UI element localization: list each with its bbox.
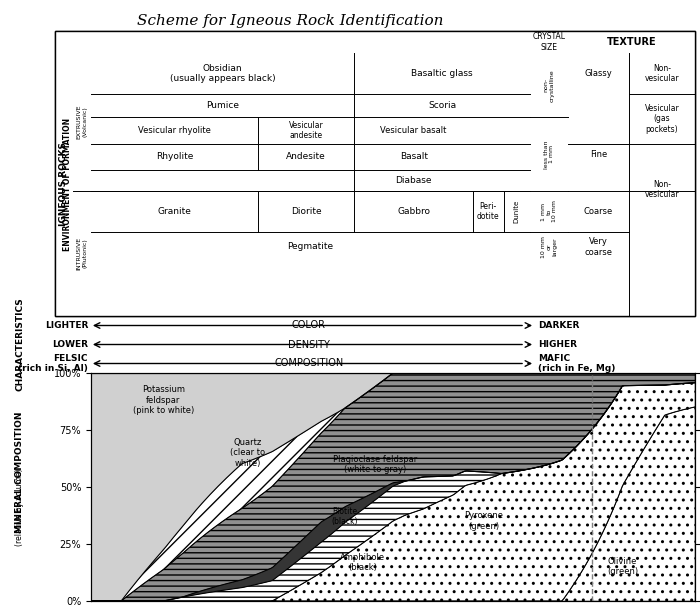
Bar [55, 31, 695, 316]
Text: CRYSTAL
SIZE: CRYSTAL SIZE [533, 32, 566, 52]
Text: Amphibole
(black): Amphibole (black) [340, 553, 386, 572]
Text: Coarse: Coarse [584, 207, 613, 216]
Text: Fine: Fine [590, 150, 607, 159]
Text: TEXTURE: TEXTURE [607, 37, 657, 47]
Bar [73, 53, 91, 191]
Text: DARKER: DARKER [538, 321, 580, 330]
Text: Scheme for Igneous Rock Identification: Scheme for Igneous Rock Identification [136, 14, 443, 28]
Text: HIGHER: HIGHER [538, 340, 577, 349]
Text: FELSIC
(rich in Si, Al): FELSIC (rich in Si, Al) [18, 354, 88, 373]
Text: Dunite: Dunite [514, 200, 520, 223]
Text: Granite: Granite [158, 207, 191, 216]
Text: Diorite: Diorite [290, 207, 321, 216]
Text: Scoria: Scoria [428, 101, 456, 110]
Text: Plagioclase feldspar
(white to gray): Plagioclase feldspar (white to gray) [332, 454, 417, 474]
Text: Very
coarse: Very coarse [584, 238, 612, 257]
Text: Non-
vesicular: Non- vesicular [645, 64, 679, 83]
Text: Olivine
(green): Olivine (green) [607, 557, 638, 576]
Text: Rhyolite: Rhyolite [155, 152, 193, 161]
Text: Glassy: Glassy [584, 69, 612, 78]
Bar [73, 53, 91, 316]
Text: MINERAL COMPOSITION: MINERAL COMPOSITION [15, 411, 24, 533]
Text: Quartz
(clear to
white): Quartz (clear to white) [230, 438, 265, 468]
Text: non-
crystalline: non- crystalline [544, 69, 554, 102]
Text: Biotite
(black): Biotite (black) [331, 507, 358, 527]
Text: Obsidian
(usually appears black): Obsidian (usually appears black) [170, 64, 276, 83]
Text: LIGHTER: LIGHTER [45, 321, 88, 330]
Text: Basaltic glass: Basaltic glass [412, 69, 473, 78]
Text: Andesite: Andesite [286, 152, 326, 161]
Text: Vesicular
andesite: Vesicular andesite [288, 121, 323, 140]
Text: Vesicular
(gas
pockets): Vesicular (gas pockets) [645, 104, 680, 134]
Bar [73, 191, 91, 316]
Text: CHARACTERISTICS: CHARACTERISTICS [15, 298, 24, 391]
Text: Vesicular basalt: Vesicular basalt [381, 126, 447, 135]
Bar [55, 31, 695, 316]
Text: Gabbro: Gabbro [397, 207, 430, 216]
Text: Pyroxene
(green): Pyroxene (green) [464, 511, 503, 531]
Bar [530, 31, 568, 53]
Text: LOWER: LOWER [52, 340, 88, 349]
Text: Diabase: Diabase [395, 176, 432, 185]
Text: IGNEOUS ROCKS: IGNEOUS ROCKS [60, 142, 69, 227]
Text: Pegmatite: Pegmatite [288, 242, 334, 251]
Text: Basalt: Basalt [400, 152, 428, 161]
Text: MAFIC
(rich in Fe, Mg): MAFIC (rich in Fe, Mg) [538, 354, 615, 373]
Text: DENSITY: DENSITY [288, 339, 330, 350]
Text: less than
1 mm: less than 1 mm [544, 140, 554, 168]
Text: ENVIRONMENT OF FORMATION: ENVIRONMENT OF FORMATION [64, 118, 73, 251]
Text: Peri-
dotite: Peri- dotite [477, 202, 500, 221]
Text: EXTRUSIVE
(Volcanic): EXTRUSIVE (Volcanic) [76, 105, 88, 139]
Text: Non-
vesicular: Non- vesicular [645, 180, 679, 199]
Text: Pumice: Pumice [206, 101, 239, 110]
Text: Potassium
feldspar
(pink to white): Potassium feldspar (pink to white) [133, 385, 194, 415]
Text: Vesicular rhyolite: Vesicular rhyolite [138, 126, 211, 135]
Bar [55, 53, 73, 316]
Text: 10 mm
or
larger: 10 mm or larger [540, 236, 557, 258]
Text: 1 mm
to
10 mm: 1 mm to 10 mm [540, 201, 557, 222]
Text: COMPOSITION: COMPOSITION [274, 359, 344, 368]
Text: COLOR: COLOR [292, 321, 326, 330]
Bar [568, 31, 695, 53]
Text: (relative by volume): (relative by volume) [15, 468, 24, 546]
Text: INTRUSIVE
(Plutonic): INTRUSIVE (Plutonic) [76, 237, 88, 270]
